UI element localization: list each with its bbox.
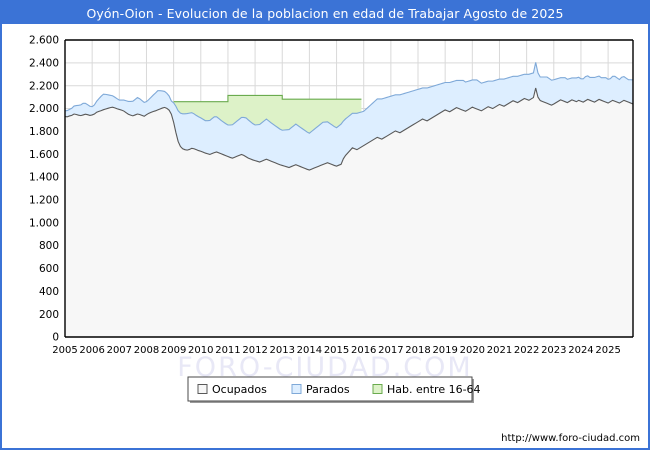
y-tick-label: 0 bbox=[52, 332, 59, 344]
series-line-layer bbox=[64, 62, 634, 171]
y-tick-label: 800 bbox=[39, 240, 59, 252]
y-tick-label: 200 bbox=[39, 309, 59, 321]
x-tick-label: 2009 bbox=[161, 345, 186, 356]
source-url: http://www.foro-ciudad.com bbox=[501, 433, 640, 444]
series-area-layer bbox=[65, 62, 633, 338]
y-tick-label: 600 bbox=[39, 263, 59, 275]
legend-label-2: Hab. entre 16-64 bbox=[387, 383, 481, 396]
x-tick-label: 2014 bbox=[297, 345, 322, 356]
legend-swatch-1 bbox=[291, 384, 302, 394]
chart-canvas: 0 200 400 600 800 1.000 1.200 1.400 1.600 1.800 2.… bbox=[2, 24, 648, 448]
y-tick-label: 2.200 bbox=[29, 80, 59, 92]
legend-label-1: Parados bbox=[306, 383, 350, 396]
legend-label-0: Ocupados bbox=[212, 383, 267, 396]
y-tick-label: 1.600 bbox=[29, 149, 59, 161]
y-tick-label: 1.400 bbox=[29, 172, 59, 184]
x-tick-label: 2015 bbox=[324, 345, 349, 356]
x-tick-label: 2025 bbox=[595, 345, 620, 356]
x-tick-label: 2019 bbox=[432, 345, 457, 356]
x-tick-label: 2016 bbox=[351, 345, 376, 356]
population-evolution-chart: 0 200 400 600 800 1.000 1.200 1.400 1.600 1.800 2.… bbox=[29, 35, 634, 403]
window-title-bar: Oyón-Oion - Evolucion de la poblacion en… bbox=[2, 2, 648, 24]
x-tick-label: 2006 bbox=[79, 345, 104, 356]
y-tick-label: 1.800 bbox=[29, 126, 59, 138]
x-tick-label: 2024 bbox=[568, 345, 593, 356]
y-tick-label: 2.000 bbox=[29, 103, 59, 115]
legend-swatch-0 bbox=[197, 384, 208, 394]
x-tick-label: 2021 bbox=[487, 345, 512, 356]
y-tick-label: 2.400 bbox=[29, 57, 59, 69]
series-area-hab-16-64 bbox=[173, 95, 362, 134]
x-tick-label: 2022 bbox=[514, 345, 539, 356]
x-tick-label: 2007 bbox=[107, 345, 132, 356]
y-axis-tick-labels: 0 200 400 600 800 1.000 1.200 1.400 1.600 1.800 2.… bbox=[29, 35, 59, 344]
x-tick-label: 2013 bbox=[270, 345, 295, 356]
chart-legend: Ocupados Parados Hab. entre 16-64 bbox=[187, 376, 481, 403]
y-tick-label: 1.000 bbox=[29, 217, 59, 229]
y-tick-label: 400 bbox=[39, 286, 59, 298]
x-tick-label: 2020 bbox=[460, 345, 485, 356]
x-tick-label: 2011 bbox=[215, 345, 240, 356]
x-tick-label: 2005 bbox=[52, 345, 77, 356]
x-tick-label: 2023 bbox=[541, 345, 566, 356]
y-tick-label: 2.600 bbox=[29, 35, 59, 47]
x-tick-label: 2010 bbox=[188, 345, 213, 356]
x-tick-label: 2012 bbox=[242, 345, 267, 356]
series-line-parados bbox=[64, 62, 634, 134]
legend-swatch-2 bbox=[372, 384, 383, 394]
x-axis-tick-labels: 2005 2006 2007 2008 2009 2010 2011 2012 2013 2014… bbox=[52, 345, 621, 356]
series-area-ocupados bbox=[65, 87, 633, 337]
series-line-ocupados bbox=[64, 87, 634, 171]
x-tick-label: 2017 bbox=[378, 345, 403, 356]
x-tick-label: 2008 bbox=[134, 345, 159, 356]
x-tick-label: 2018 bbox=[405, 345, 430, 356]
axis-layer bbox=[64, 39, 634, 338]
y-tick-label: 1.200 bbox=[29, 195, 59, 207]
series-line-hab-16-64 bbox=[173, 94, 362, 103]
page-title: Oyón-Oion - Evolucion de la poblacion en… bbox=[86, 5, 564, 21]
legend-box bbox=[187, 376, 473, 402]
